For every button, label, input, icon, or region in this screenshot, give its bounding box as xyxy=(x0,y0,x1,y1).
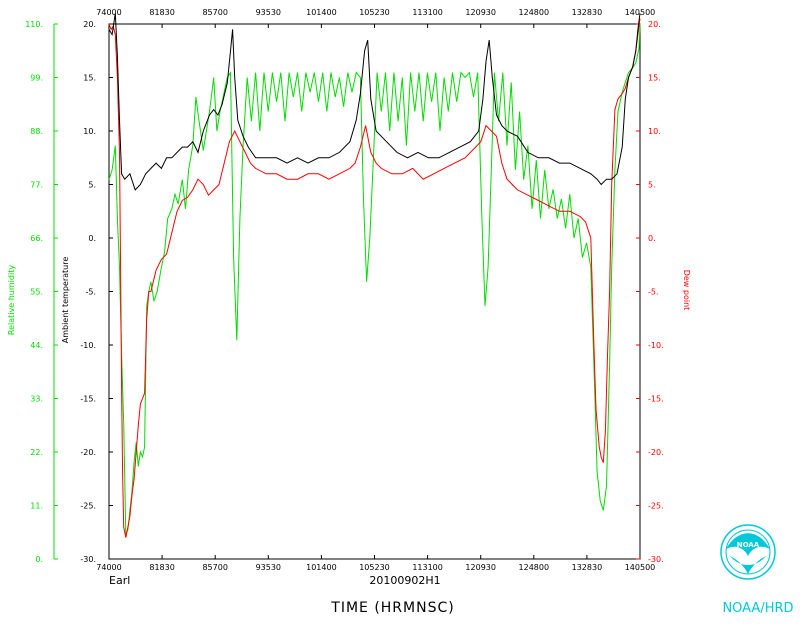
series-ambient-temperature xyxy=(108,13,641,191)
rh-axis-title: Relative humidity xyxy=(7,265,16,335)
y-tick-label-dewpoint: 20. xyxy=(648,20,661,29)
y-axis-rh-ticks: 110. 99. 88. 77. 66. 55. 44. 33. 22. 11. 0. xyxy=(25,20,58,564)
logo-text: NOAA xyxy=(737,541,760,549)
y-tick-label-temperature: -5. xyxy=(85,288,96,297)
y-axis-temperature-ticks: 20. 15. 10. 5. 0. -5. -10. -15. -20. -25. -30. xyxy=(80,20,113,564)
x-tick-label-bottom: 105230 xyxy=(359,563,390,572)
y-tick-label-dewpoint: 10. xyxy=(648,127,661,136)
x-tick-label-bottom: 93530 xyxy=(256,563,281,572)
y-tick-label-temperature: -25. xyxy=(80,502,96,511)
x-tick-label-top: 93530 xyxy=(256,8,281,17)
x-axis-bottom-ticks: 74000 81830 85700 93530 101400 105230 113100 12… xyxy=(96,555,655,572)
y-tick-label-dewpoint: 5. xyxy=(648,181,656,190)
series-relative-humidity xyxy=(108,23,641,535)
y-tick-label-temperature: -30. xyxy=(80,555,96,564)
x-tick-label-bottom: 124800 xyxy=(519,563,550,572)
y-tick-label-rh: 88. xyxy=(30,127,43,136)
y-tick-label-dewpoint: 15. xyxy=(648,74,661,83)
x-tick-label-bottom: 132830 xyxy=(572,563,603,572)
y-tick-label-dewpoint: -30. xyxy=(648,555,664,564)
x-tick-label-bottom: 101400 xyxy=(306,563,337,572)
series-layer xyxy=(108,13,641,538)
x-axis-title: TIME (HRMNSC) xyxy=(330,600,454,616)
temperature-axis-title: Ambient temperature xyxy=(61,257,70,344)
x-tick-label-top: 105230 xyxy=(359,8,390,17)
x-tick-label-top: 113100 xyxy=(412,8,443,17)
y-tick-label-rh: 99. xyxy=(30,74,43,83)
flight-id: 20100902H1 xyxy=(369,574,440,587)
series-dew-point xyxy=(108,18,641,538)
plot-frame xyxy=(108,23,641,560)
y-tick-label-rh: 55. xyxy=(30,288,43,297)
y-tick-label-dewpoint: -10. xyxy=(648,341,664,350)
y-tick-label-dewpoint: -15. xyxy=(648,395,664,404)
y-tick-label-rh: 44. xyxy=(30,341,43,350)
x-tick-label-top: 120930 xyxy=(465,8,496,17)
x-tick-label-bottom: 120930 xyxy=(465,563,496,572)
y-tick-label-rh: 77. xyxy=(30,181,43,190)
x-tick-label-top: 132830 xyxy=(572,8,603,17)
y-tick-label-temperature: -10. xyxy=(80,341,96,350)
y-tick-label-temperature: 10. xyxy=(83,127,96,136)
x-tick-label-top: 101400 xyxy=(306,8,337,17)
y-tick-label-rh: 66. xyxy=(30,234,43,243)
x-tick-label-bottom: 113100 xyxy=(412,563,443,572)
y-tick-label-temperature: -20. xyxy=(80,448,96,457)
y-tick-label-temperature: 5. xyxy=(88,181,96,190)
y-axis-dewpoint-ticks: 20. 15. 10. 5. 0. -5. -10. -15. -20. -25. -30. xyxy=(636,20,664,564)
x-tick-label-top: 81830 xyxy=(149,8,174,17)
noaa-logo-icon: NOAA xyxy=(720,524,776,580)
agency-label: NOAA/HRD xyxy=(722,601,793,616)
y-tick-label-dewpoint: -25. xyxy=(648,502,664,511)
x-tick-label-bottom: 85700 xyxy=(202,563,227,572)
storm-name: Earl xyxy=(109,574,130,587)
x-tick-label-bottom: 74000 xyxy=(96,563,121,572)
y-tick-label-temperature: 15. xyxy=(83,74,96,83)
x-axis-top-ticks: 74000 81830 85700 93530 101400 105230 113100 12… xyxy=(96,8,655,28)
x-tick-label-top: 85700 xyxy=(202,8,227,17)
x-tick-label-bottom: 81830 xyxy=(149,563,174,572)
x-tick-label-bottom: 140500 xyxy=(625,563,656,572)
x-tick-label-top: 74000 xyxy=(96,8,121,17)
y-tick-label-rh: 33. xyxy=(30,395,43,404)
y-tick-label-dewpoint: -20. xyxy=(648,448,664,457)
dewpoint-axis-title: Dew point xyxy=(682,270,691,311)
y-tick-label-rh: 11. xyxy=(30,502,43,511)
y-tick-label-dewpoint: 0. xyxy=(648,234,656,243)
y-tick-label-rh: 110. xyxy=(25,20,43,29)
y-tick-label-rh: 22. xyxy=(30,448,43,457)
x-tick-label-top: 140500 xyxy=(625,8,656,17)
y-tick-label-temperature: 20. xyxy=(83,20,96,29)
y-tick-label-temperature: -15. xyxy=(80,395,96,404)
x-tick-label-top: 124800 xyxy=(519,8,550,17)
y-tick-label-temperature: 0. xyxy=(88,234,96,243)
y-tick-label-rh: 0. xyxy=(35,555,43,564)
y-tick-label-dewpoint: -5. xyxy=(648,288,659,297)
